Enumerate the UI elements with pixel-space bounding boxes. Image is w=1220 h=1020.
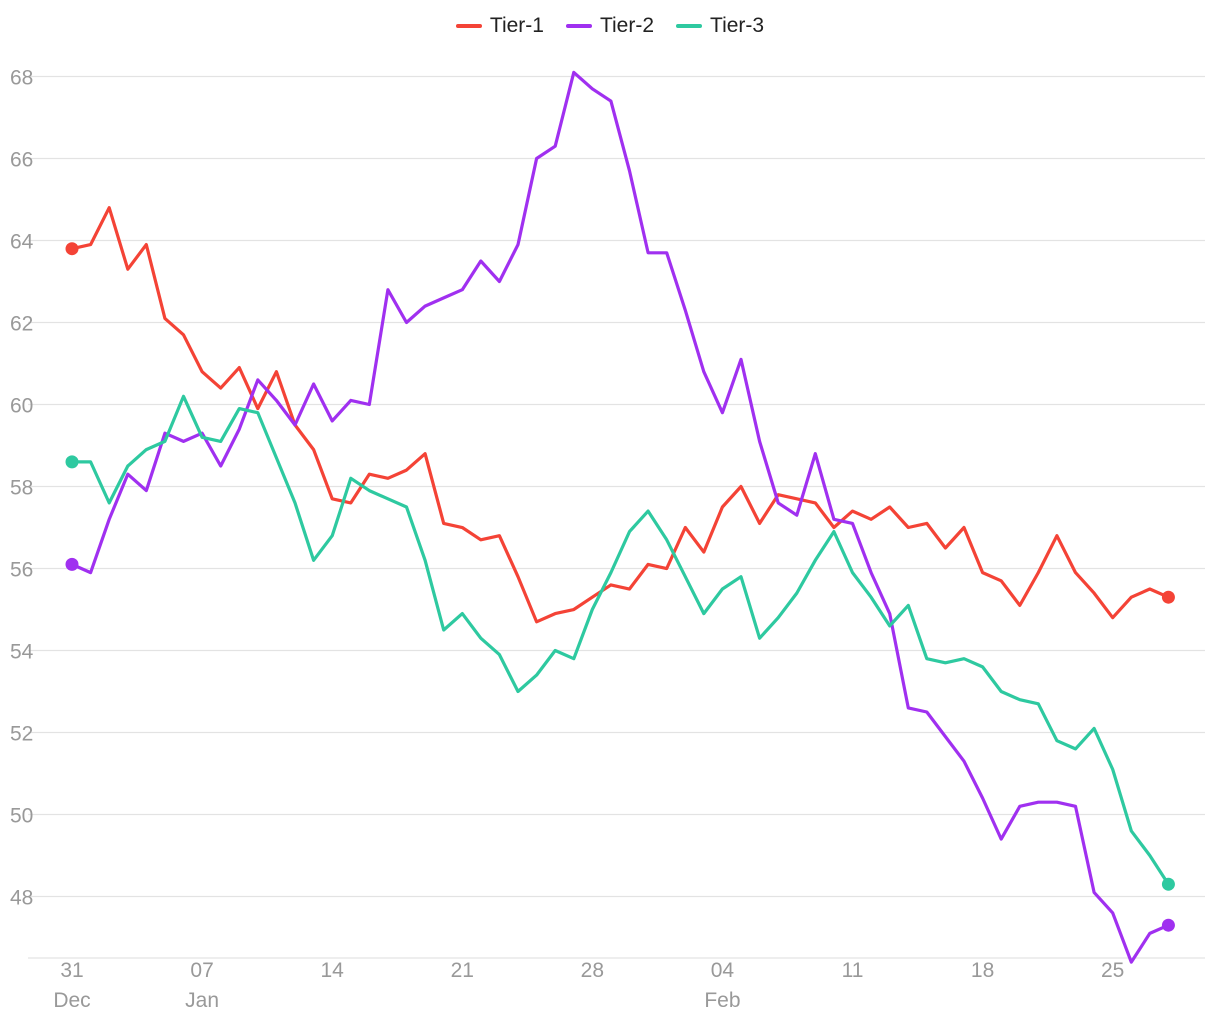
y-tick-label: 62	[10, 313, 33, 336]
x-tick-label: 28	[581, 959, 604, 982]
x-tick-label: 31	[60, 959, 83, 982]
y-tick-label: 48	[10, 887, 33, 910]
start-marker-tier-1	[65, 242, 79, 256]
y-tick-label: 60	[10, 395, 33, 418]
x-tick-month-label: Jan	[185, 989, 219, 1012]
x-tick-month-label: Dec	[53, 989, 90, 1012]
legend-item-tier-2[interactable]: Tier-2	[565, 14, 655, 38]
y-tick-label: 68	[10, 67, 33, 90]
series-line-tier-3	[70, 394, 1171, 886]
end-marker-tier-2	[1161, 918, 1175, 932]
start-marker-tier-2	[65, 557, 79, 571]
y-tick-label: 58	[10, 477, 33, 500]
start-marker-tier-3	[65, 455, 79, 469]
x-tick-label: 14	[320, 959, 344, 982]
gridlines	[28, 75, 1205, 959]
x-tick-month-label: Feb	[704, 989, 740, 1012]
x-tick-label: 21	[451, 959, 474, 982]
legend: Tier-1 Tier-2 Tier-3	[0, 14, 1220, 38]
legend-label: Tier-3	[710, 14, 765, 37]
x-tick-label: 07	[190, 959, 213, 982]
legend-label: Tier-2	[599, 14, 655, 37]
y-tick-label: 56	[10, 559, 33, 582]
end-marker-tier-3	[1161, 877, 1175, 891]
y-tick-label: 64	[10, 231, 34, 254]
y-tick-label: 50	[10, 805, 33, 828]
y-tick-label: 66	[10, 149, 33, 172]
legend-swatch	[676, 24, 703, 28]
y-axis: 48 50 52 54 56 58 60 62 64 66 68	[10, 67, 34, 910]
x-tick-label: 18	[971, 959, 994, 982]
x-tick-label: 04	[711, 959, 735, 982]
legend-item-tier-3[interactable]: Tier-3	[676, 14, 764, 38]
x-tick-label: 25	[1101, 959, 1124, 982]
legend-item-tier-1[interactable]: Tier-1	[455, 14, 544, 38]
x-tick-label: 11	[842, 959, 864, 982]
legend-label: Tier-1	[489, 14, 544, 37]
y-tick-label: 54	[10, 641, 34, 664]
end-marker-tier-1	[1161, 590, 1175, 604]
x-axis: 31 Dec 07 Jan 14 21 28 04 Feb 11 18 25	[53, 959, 1124, 1012]
legend-swatch	[455, 24, 482, 28]
series-group	[65, 70, 1175, 964]
y-tick-label: 52	[10, 723, 33, 746]
legend-swatch	[565, 24, 592, 28]
series-line-tier-2	[70, 70, 1171, 964]
series-line-tier-1	[70, 206, 1171, 624]
